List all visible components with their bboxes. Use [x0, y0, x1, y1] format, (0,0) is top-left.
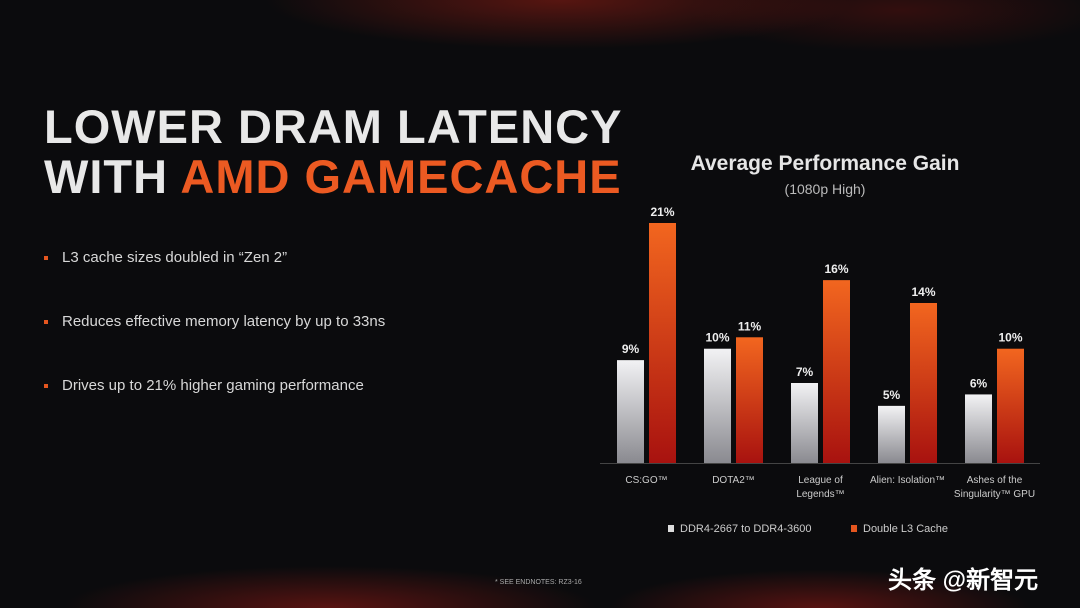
legend-label: Double L3 Cache [863, 523, 949, 535]
title-line-2: WITH AMD GAMECACHE [44, 152, 622, 202]
data-label: 16% [824, 262, 848, 276]
data-label: 14% [911, 285, 935, 299]
bar [878, 405, 905, 463]
data-label: 10% [998, 331, 1022, 345]
bar [617, 360, 644, 463]
category-label: League of [798, 475, 843, 486]
category-label: Singularity™ GPU [954, 489, 1035, 500]
background-glow-bottom [0, 548, 1080, 608]
bar [704, 348, 731, 463]
legend-item-ddr4: DDR4-2667 to DDR4-3600 [668, 523, 811, 535]
title-line-1: LOWER DRAM LATENCY [44, 100, 623, 153]
title-accent: AMD GAMECACHE [180, 150, 622, 203]
bar [649, 223, 676, 463]
bar [823, 280, 850, 463]
bullet-icon [44, 320, 48, 325]
data-label: 11% [738, 319, 762, 333]
category-label: DOTA2™ [712, 475, 755, 486]
legend-item-l3: Double L3 Cache [851, 523, 948, 535]
bar [736, 337, 763, 463]
bar [997, 348, 1024, 463]
bullet-item: Drives up to 21% higher gaming performan… [44, 377, 364, 394]
slide-title: LOWER DRAM LATENCY WITH AMD GAMECACHE [44, 102, 622, 202]
bullet-item: Reduces effective memory latency by up t… [44, 313, 385, 330]
category-label: Alien: Isolation™ [870, 475, 945, 486]
bar [791, 383, 818, 463]
category-label: Legends™ [796, 489, 844, 500]
background-glow-top [0, 0, 1080, 80]
data-label: 10% [705, 331, 729, 345]
data-label: 5% [883, 388, 901, 402]
legend-swatch [851, 525, 857, 532]
legend-label: DDR4-2667 to DDR4-3600 [680, 523, 812, 535]
bullet-item: L3 cache sizes doubled in “Zen 2” [44, 249, 287, 266]
title-prefix: WITH [44, 150, 181, 203]
bullet-text: Reduces effective memory latency by up t… [62, 313, 386, 330]
data-label: 9% [622, 342, 640, 356]
endnote: * SEE ENDNOTES: RZ3-16 [495, 579, 582, 586]
bar [910, 303, 937, 463]
chart-title: Average Performance Gain [690, 152, 960, 175]
watermark: 头条 @新智元 [888, 567, 1039, 594]
bar [965, 394, 992, 463]
bullet-text: L3 cache sizes doubled in “Zen 2” [62, 249, 288, 266]
bullet-icon [44, 256, 48, 261]
legend-swatch [668, 525, 674, 532]
data-label: 6% [970, 376, 988, 390]
data-label: 21% [650, 205, 674, 219]
data-label: 7% [796, 365, 814, 379]
chart-subtitle: (1080p High) [784, 181, 866, 197]
bullet-text: Drives up to 21% higher gaming performan… [62, 377, 364, 394]
bullet-icon [44, 384, 48, 389]
category-label: CS:GO™ [625, 475, 667, 486]
category-label: Ashes of the [967, 475, 1023, 486]
